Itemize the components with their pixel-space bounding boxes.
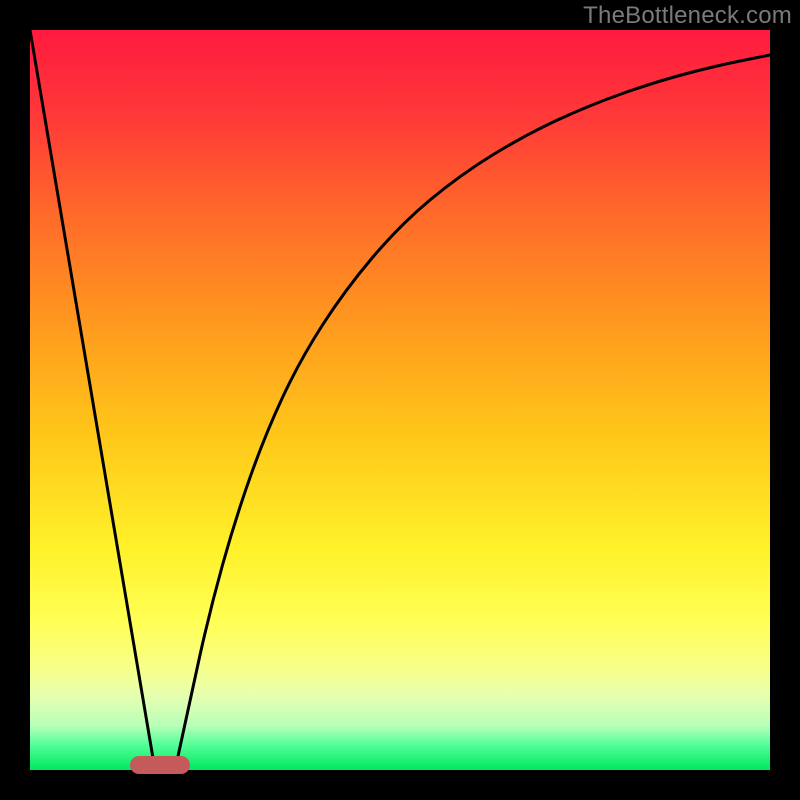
watermark-text: TheBottleneck.com	[583, 2, 792, 30]
chart-container: TheBottleneck.com	[0, 0, 800, 800]
bottleneck-chart	[0, 0, 800, 800]
plot-area	[30, 30, 770, 770]
optimal-marker	[130, 756, 190, 774]
